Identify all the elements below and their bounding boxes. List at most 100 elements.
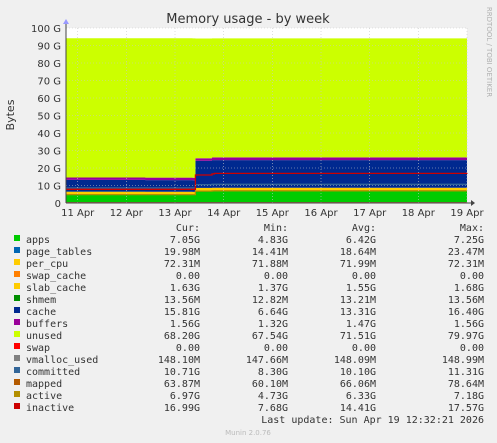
legend-min-per_cpu: 71.88M [252,259,288,270]
legend-swatch-unused [14,331,20,337]
legend-name-swap_cache: swap_cache [26,271,86,282]
legend-avg-slab_cache: 1.55G [346,283,376,294]
legend-name-inactive: inactive [26,403,74,414]
munin-version: Munin 2.0.76 [225,429,271,437]
legend-swatch-slab_cache [14,283,20,289]
legend-name-mapped: mapped [26,379,62,390]
legend-cur-inactive: 16.99G [164,403,200,414]
x-tick-label: 18 Apr [402,208,436,219]
x-tick-label: 17 Apr [353,208,387,219]
legend-cur-cache: 15.81G [164,307,200,318]
legend-swatch-apps [14,235,20,241]
legend-avg-apps: 6.42G [346,235,376,246]
legend-avg-buffers: 1.47G [346,319,376,330]
legend-swatch-cache [14,307,20,313]
legend-cur-page_tables: 19.98M [164,247,200,258]
x-tick-label: 14 Apr [207,208,241,219]
legend-min-mapped: 60.10M [252,379,288,390]
legend-min-cache: 6.64G [258,307,288,318]
legend-cur-active: 6.97G [170,391,200,402]
legend-min-shmem: 12.82M [252,295,288,306]
legend-min-vmalloc_used: 147.66M [246,355,288,366]
legend-name-per_cpu: per_cpu [26,259,68,270]
legend-cur-committed: 10.71G [164,367,200,378]
y-tick-label: 50 G [37,112,61,123]
legend-header-min: Min: [264,223,288,234]
y-tick-label: 0 [55,199,61,210]
axes [63,19,475,206]
y-tick-label: 70 G [37,77,61,88]
legend-name-page_tables: page_tables [26,247,92,258]
y-tick-label: 20 G [37,164,61,175]
legend-cur-apps: 7.05G [170,235,200,246]
y-axis-label: Bytes [4,99,17,130]
x-tick-label: 19 Apr [450,208,484,219]
legend-name-shmem: shmem [26,295,56,306]
legend-max-per_cpu: 72.31M [448,259,484,270]
legend-max-swap: 0.00 [460,343,484,354]
legend-max-apps: 7.25G [454,235,484,246]
last-update: Last update: Sun Apr 19 12:32:21 2026 [261,415,484,426]
line-committed [66,183,467,189]
legend-min-buffers: 1.32G [258,319,288,330]
legend-cur-per_cpu: 72.31M [164,259,200,270]
legend-swatch-swap_cache [14,271,20,277]
chart-title: Memory usage - by week [166,12,330,27]
legend-avg-page_tables: 18.64M [340,247,376,258]
legend-header-cur: Cur: [176,223,200,234]
legend-header-max: Max: [460,223,484,234]
rrdtool-side-label: RRDTOOL / TOBI OETIKER [485,7,493,97]
y-tick-label: 60 G [37,94,61,105]
legend-swatch-shmem [14,295,20,301]
legend-swatch-active [14,391,20,397]
legend-max-swap_cache: 0.00 [460,271,484,282]
legend-max-inactive: 17.57G [448,403,484,414]
legend-header-avg: Avg: [352,223,376,234]
legend-avg-mapped: 66.06M [340,379,376,390]
legend-max-mapped: 78.64M [448,379,484,390]
legend-swatch-page_tables [14,247,20,253]
y-tick-label: 10 G [37,182,61,193]
legend-max-page_tables: 23.47M [448,247,484,258]
legend-avg-committed: 10.10G [340,367,376,378]
legend-cur-swap_cache: 0.00 [176,271,200,282]
area-slab_cache [66,187,467,195]
legend-max-unused: 79.97G [448,331,484,342]
y-tick-label: 40 G [37,129,61,140]
legend-name-slab_cache: slab_cache [26,283,86,294]
legend-max-cache: 16.40G [448,307,484,318]
x-tick-label: 11 Apr [61,208,95,219]
legend-name-cache: cache [26,307,56,318]
legend-name-committed: committed [26,367,80,378]
legend-min-active: 4.73G [258,391,288,402]
x-axis-arrow-icon [471,200,475,206]
legend-swatch-buffers [14,319,20,325]
legend-max-slab_cache: 1.68G [454,283,484,294]
legend-cur-slab_cache: 1.63G [170,283,200,294]
x-tick-label: 15 Apr [256,208,290,219]
legend-avg-per_cpu: 71.99M [340,259,376,270]
legend-avg-shmem: 13.21M [340,295,376,306]
y-tick-label: 90 G [37,42,61,53]
line-active [66,190,467,196]
y-tick-label: 80 G [37,59,61,70]
legend-cur-swap: 0.00 [176,343,200,354]
y-tick-label: 100 G [31,24,61,35]
legend-name-vmalloc_used: vmalloc_used [26,355,98,366]
x-tick-label: 13 Apr [158,208,192,219]
y-tick-label: 30 G [37,147,61,158]
x-axis-ticks: 11 Apr 12 Apr 13 Apr 14 Apr 15 Apr 16 Apr 17 A… [61,208,484,219]
line-inactive [66,172,468,190]
legend-min-unused: 67.54G [252,331,288,342]
legend-swatch-per_cpu [14,259,20,265]
legend: Cur: Min: Avg: Max: apps 7.05G 4.83G 6.42G 7… [14,223,484,414]
y-axis-arrow-icon [63,19,69,24]
legend-avg-cache: 13.31G [340,307,376,318]
legend-max-vmalloc_used: 148.99M [442,355,484,366]
x-tick-label: 12 Apr [110,208,144,219]
legend-max-committed: 11.31G [448,367,484,378]
legend-name-swap: swap [26,343,50,354]
legend-name-buffers: buffers [26,319,68,330]
legend-cur-mapped: 63.87M [164,379,200,390]
legend-min-swap_cache: 0.00 [264,271,288,282]
